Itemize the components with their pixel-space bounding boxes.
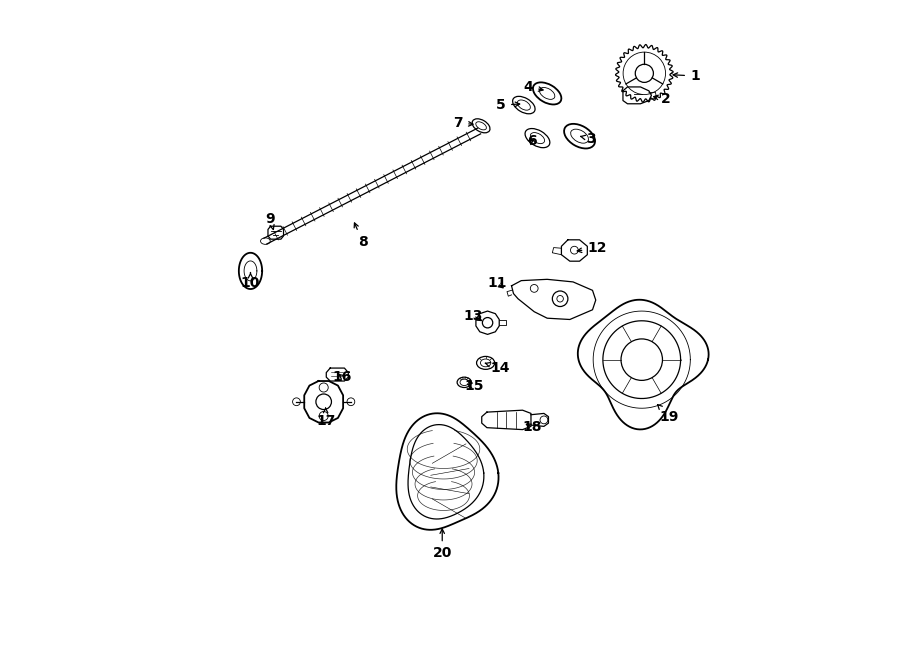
Text: 5: 5 — [496, 98, 519, 112]
Text: 4: 4 — [524, 80, 543, 94]
Text: 9: 9 — [266, 212, 274, 229]
Text: 16: 16 — [333, 370, 352, 384]
Text: 17: 17 — [316, 408, 336, 428]
Text: 3: 3 — [580, 132, 596, 146]
Text: 8: 8 — [355, 223, 367, 249]
Text: 7: 7 — [454, 116, 473, 130]
Text: 19: 19 — [658, 405, 680, 424]
Text: 15: 15 — [464, 379, 483, 393]
Text: 12: 12 — [577, 241, 607, 255]
Text: 10: 10 — [241, 273, 260, 290]
Text: 14: 14 — [485, 361, 510, 375]
Text: 1: 1 — [673, 69, 699, 83]
Text: 2: 2 — [653, 92, 670, 106]
Text: 13: 13 — [464, 309, 483, 323]
Text: 6: 6 — [526, 134, 536, 148]
Text: 11: 11 — [488, 276, 507, 290]
Text: 18: 18 — [523, 420, 542, 434]
Text: 20: 20 — [433, 529, 452, 561]
